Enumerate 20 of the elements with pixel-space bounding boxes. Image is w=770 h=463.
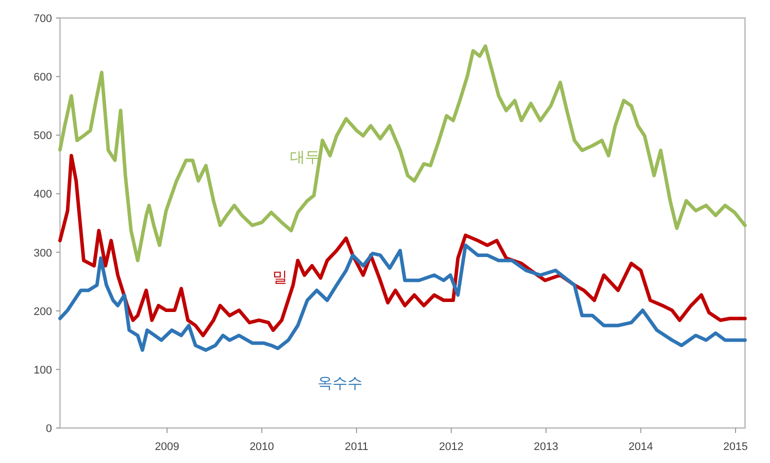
x-tick-label: 2014 <box>628 441 654 453</box>
x-tick-label: 2012 <box>439 441 464 453</box>
series-label: 밀 <box>272 269 288 286</box>
y-tick-label: 0 <box>46 423 52 435</box>
x-tick-label: 2009 <box>154 441 180 453</box>
y-tick-label: 200 <box>34 306 52 318</box>
x-tick-label: 2011 <box>344 441 368 453</box>
x-tick-label: 2013 <box>534 441 558 453</box>
y-tick-label: 400 <box>34 188 52 201</box>
x-tick-label: 2015 <box>723 441 748 453</box>
y-tick-label: 500 <box>34 130 52 142</box>
line-series <box>58 244 747 352</box>
text: 옥수수 <box>318 375 362 392</box>
y-tick-label: 300 <box>34 247 52 260</box>
line-series <box>58 44 747 262</box>
y-tick-label: 600 <box>34 72 52 84</box>
y-tick-label: 100 <box>34 364 52 376</box>
x-tick-label: 2010 <box>250 441 274 453</box>
series-label: 대두 <box>290 149 320 166</box>
y-tick-label: 700 <box>34 13 52 25</box>
